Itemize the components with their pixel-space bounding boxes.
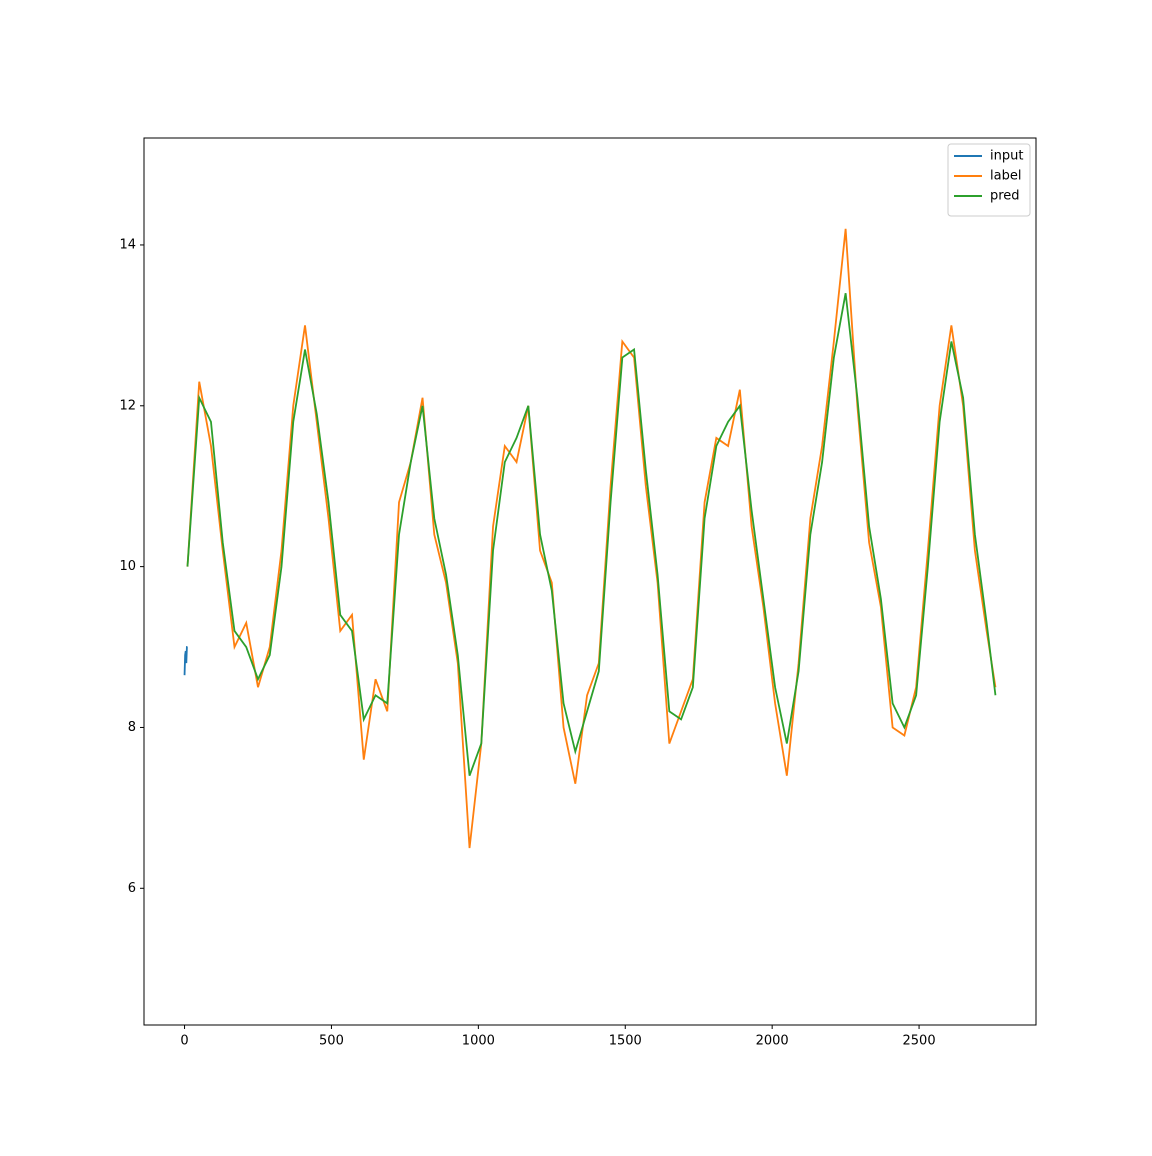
x-tick-label: 500 bbox=[319, 1034, 344, 1049]
y-tick-label: 8 bbox=[128, 720, 136, 735]
series-line bbox=[186, 228, 997, 849]
y-tick-label: 14 bbox=[119, 237, 136, 252]
x-tick-label: 1000 bbox=[462, 1034, 495, 1049]
legend-label: label bbox=[990, 169, 1021, 184]
x-tick-label: 1500 bbox=[609, 1034, 642, 1049]
legend-box bbox=[947, 143, 1031, 217]
series-line bbox=[186, 293, 997, 777]
y-tick-label: 10 bbox=[119, 559, 136, 574]
legend-label: pred bbox=[990, 189, 1020, 204]
y-tick-label: 6 bbox=[128, 881, 136, 896]
x-tick-label: 2000 bbox=[756, 1034, 789, 1049]
legend-label: input bbox=[990, 149, 1023, 164]
x-tick-label: 2500 bbox=[903, 1034, 936, 1049]
series-line bbox=[183, 646, 188, 676]
y-tick-label: 12 bbox=[119, 398, 136, 413]
x-tick-label: 0 bbox=[180, 1034, 188, 1049]
plot-frame bbox=[143, 137, 1037, 1026]
